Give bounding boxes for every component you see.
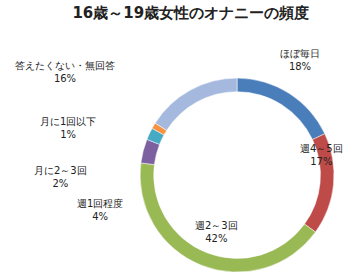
svg-text:週4～5回17%: 週4～5回17% [300, 143, 343, 167]
svg-text:答えたくない・無回答16%: 答えたくない・無回答16% [15, 60, 115, 84]
svg-text:週1回程度4%: 週1回程度4% [77, 198, 123, 222]
svg-text:16歳～19歳女性のオナニーの頻度: 16歳～19歳女性のオナニーの頻度 [72, 4, 309, 22]
svg-text:月に2～3回2%: 月に2～3回2% [34, 165, 87, 189]
svg-text:月に1回以下1%: 月に1回以下1% [40, 116, 96, 140]
svg-text:週2～3回42%: 週2～3回42% [195, 220, 238, 244]
svg-text:ほぼ毎日18%: ほぼ毎日18% [280, 48, 320, 72]
